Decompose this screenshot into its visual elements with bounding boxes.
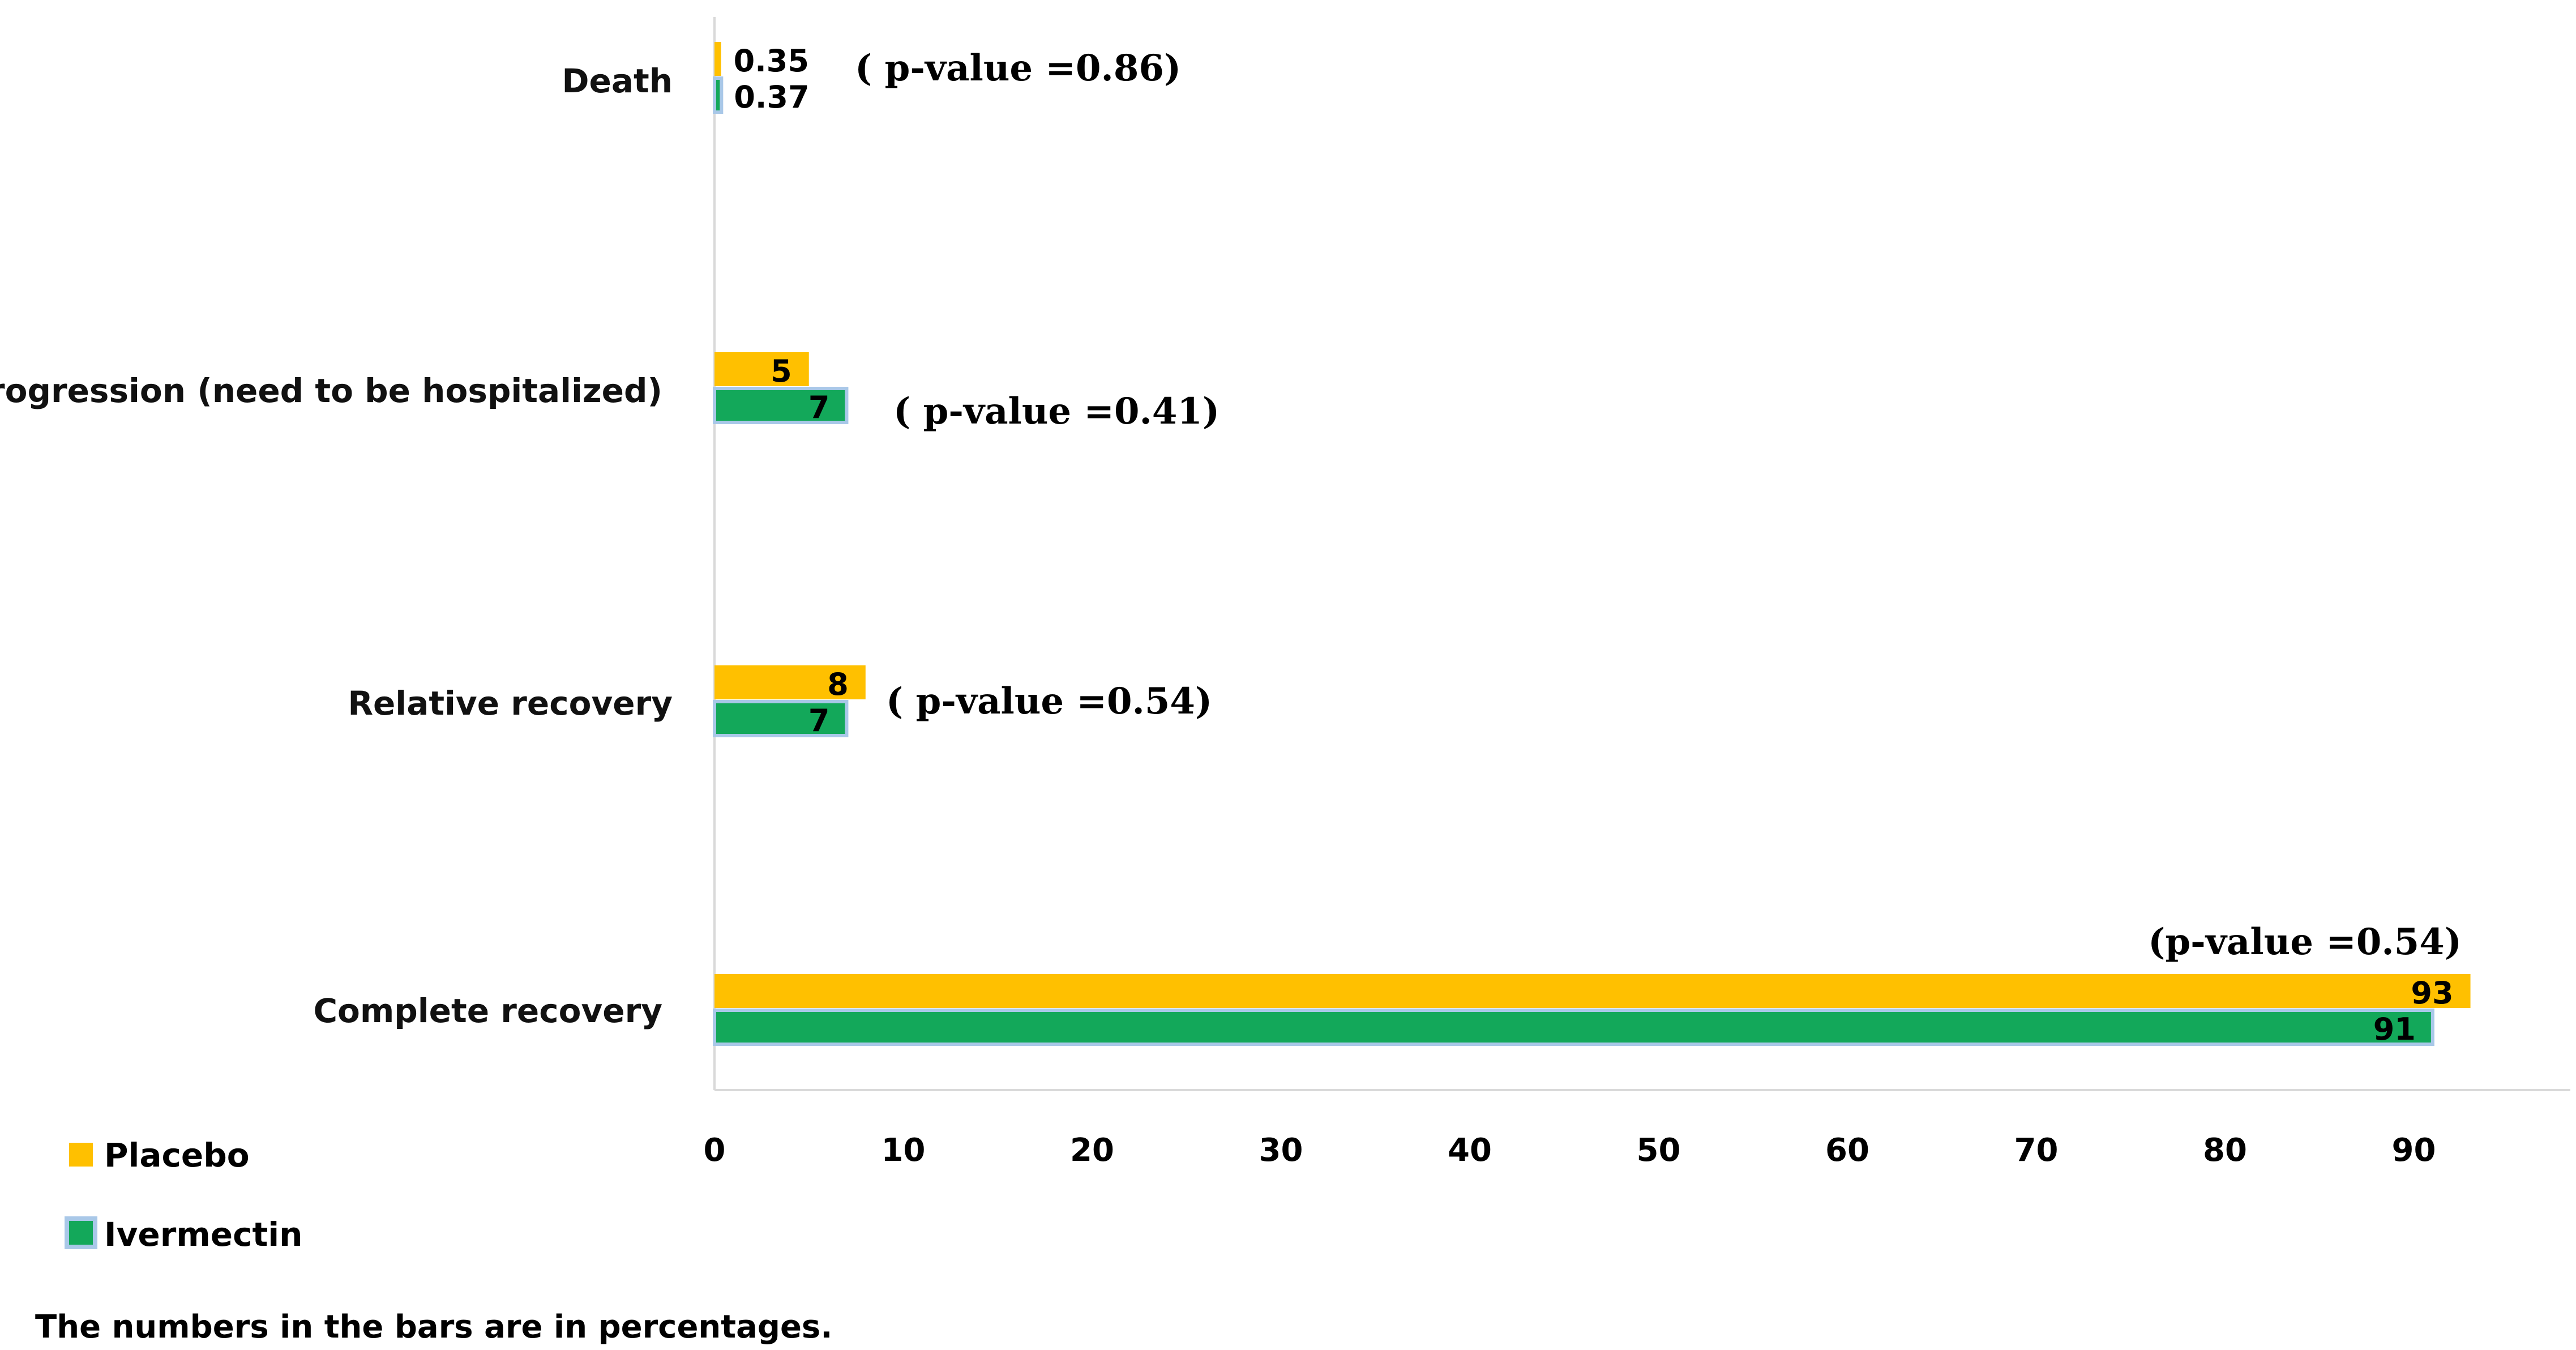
x-tick-label-40: 40	[1448, 1132, 1492, 1169]
bar-placebo-progression-need-to-be-hospitalized	[714, 352, 809, 386]
data-label-ivermectin-complete-recovery: 91	[2373, 1011, 2416, 1047]
category-label-death: Death	[562, 62, 673, 100]
bar-placebo-complete-recovery	[714, 974, 2471, 1008]
category-label-progression: Progression (need to be hospitalized)	[0, 371, 662, 410]
legend-swatch-ivermectin	[65, 1216, 97, 1249]
data-label-ivermectin-relative-recovery: 7	[808, 703, 830, 738]
p-value-progression: ( p-value =0.41)	[893, 390, 1219, 433]
legend-label-placebo: Placebo	[104, 1136, 250, 1174]
percentage-note: The numbers in the bars are in percentag…	[35, 1309, 833, 1345]
x-tick-label-90: 90	[2392, 1132, 2436, 1169]
data-label-placebo-death: 0.35	[734, 43, 809, 79]
x-tick-label-70: 70	[2014, 1132, 2059, 1169]
bar-placebo-death	[714, 42, 721, 76]
data-label-placebo-complete-recovery: 93	[2411, 975, 2453, 1011]
data-label-ivermectin-progression-need-to-be-hospitalized: 7	[808, 390, 830, 425]
bar-ivermectin-death	[713, 76, 724, 114]
x-tick-label-20: 20	[1070, 1132, 1114, 1169]
category-label-relative-recovery: Relative recovery	[348, 684, 673, 723]
x-tick-label-0: 0	[704, 1132, 726, 1169]
data-label-ivermectin-death: 0.37	[734, 79, 809, 115]
bar-placebo-relative-recovery	[714, 665, 866, 699]
x-tick-label-60: 60	[1825, 1132, 1869, 1169]
data-label-placebo-relative-recovery: 8	[827, 667, 849, 702]
p-value-relative-recovery: ( p-value =0.54)	[886, 680, 1212, 723]
bar-ivermectin-progression-need-to-be-hospitalized	[713, 387, 849, 424]
data-label-placebo-progression-need-to-be-hospitalized: 5	[771, 353, 792, 389]
legend-swatch-placebo	[69, 1143, 93, 1167]
p-value-complete-recovery: (p-value =0.54)	[2148, 921, 2462, 963]
p-value-death: ( p-value =0.86)	[855, 47, 1181, 89]
bar-ivermectin-complete-recovery	[713, 1009, 2434, 1046]
x-tick-label-30: 30	[1259, 1132, 1303, 1169]
x-tick-label-10: 10	[882, 1132, 926, 1169]
x-tick-label-80: 80	[2203, 1132, 2247, 1169]
category-label-complete-recovery: Complete recovery	[313, 992, 662, 1030]
x-tick-label-50: 50	[1637, 1132, 1681, 1169]
bar-ivermectin-relative-recovery	[713, 700, 849, 737]
legend-label-ivermectin: Ivermectin	[104, 1215, 302, 1254]
